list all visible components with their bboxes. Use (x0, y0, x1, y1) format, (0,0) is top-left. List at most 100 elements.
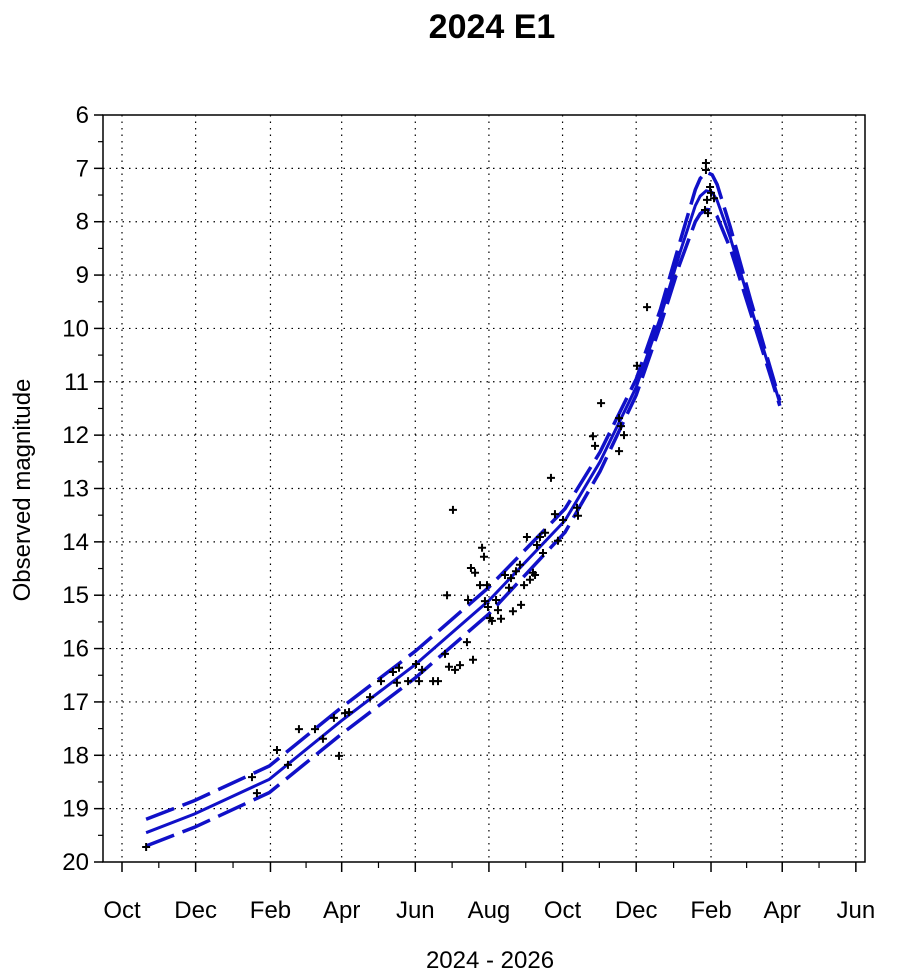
observation-point (142, 843, 151, 852)
fit-upper-bound (145, 169, 782, 821)
observation-point (507, 574, 516, 583)
x-tick-label: Dec (615, 897, 658, 924)
observation-point (496, 614, 505, 623)
y-tick-label: 14 (62, 529, 89, 556)
observation-point (616, 422, 625, 431)
x-tick-label: Apr (764, 897, 801, 924)
observation-point (619, 431, 628, 440)
y-tick-label: 10 (62, 315, 89, 342)
fit-center-line (145, 189, 782, 835)
observation-point (310, 725, 319, 734)
x-tick-label: Jun (396, 897, 435, 924)
observation-point (448, 505, 457, 514)
observation-point (272, 745, 281, 754)
observation-point (471, 568, 480, 577)
observation-point (294, 725, 303, 734)
y-tick-label: 19 (62, 796, 89, 823)
observation-point (487, 616, 496, 625)
observation-point (443, 591, 452, 600)
observation-point (615, 414, 624, 423)
observation-point (532, 541, 541, 550)
observation-point (591, 441, 600, 450)
observation-point (475, 581, 484, 590)
observations (142, 159, 719, 852)
observation-point (492, 596, 501, 605)
observation-point (643, 303, 652, 312)
x-tick-label: Jun (837, 897, 876, 924)
y-tick-label: 13 (62, 476, 89, 503)
observation-point (573, 503, 582, 512)
observation-point (710, 194, 719, 203)
observation-point (468, 655, 477, 664)
observation-point (535, 533, 544, 542)
observation-point (479, 552, 488, 561)
observation-point (520, 581, 529, 590)
observation-point (335, 751, 344, 760)
observation-point (395, 663, 404, 672)
observation-point (550, 510, 559, 519)
y-tick-label: 9 (76, 262, 89, 289)
y-axis-label: Observed magnitude (9, 379, 36, 602)
observation-point (588, 432, 597, 441)
observation-point (553, 536, 562, 545)
observation-point (329, 713, 338, 722)
x-tick-label: Aug (468, 897, 511, 924)
observation-point (377, 677, 386, 686)
observation-point (418, 665, 427, 674)
observation-point (433, 677, 442, 686)
observation-point (701, 165, 710, 174)
observation-point (283, 760, 292, 769)
observation-point (511, 567, 520, 576)
observation-point (707, 188, 716, 197)
observation-point (345, 708, 354, 717)
observation-point (440, 649, 449, 658)
x-axis-label: 2024 - 2026 (426, 947, 554, 974)
observation-point (504, 583, 513, 592)
observation-point (574, 511, 583, 520)
observation-point (539, 549, 548, 558)
observation-point (462, 638, 471, 647)
fit-curves (145, 169, 782, 848)
observation-point (464, 596, 473, 605)
observation-point (451, 665, 460, 674)
observation-point (483, 602, 492, 611)
x-tick-label: Feb (690, 897, 731, 924)
x-tick-label: Apr (323, 897, 360, 924)
observation-point (493, 606, 502, 615)
observation-point (559, 515, 568, 524)
observation-point (444, 662, 453, 671)
observation-point (388, 668, 397, 677)
observation-point (615, 447, 624, 456)
observation-point (415, 677, 424, 686)
y-tick-label: 20 (62, 849, 89, 876)
observation-point (522, 533, 531, 542)
observation-point (392, 678, 401, 687)
observation-point (247, 773, 256, 782)
y-axis: 6 7 8 9 10 11 12 13 14 15 16 17 18 19 20 (62, 102, 103, 876)
y-tick-label: 15 (62, 582, 89, 609)
x-tick-label: Dec (174, 897, 217, 924)
chart-title: 2024 E1 (429, 8, 556, 46)
x-tick-label: Feb (250, 897, 291, 924)
observation-point (515, 560, 524, 569)
observation-point (480, 597, 489, 606)
observation-point (482, 581, 491, 590)
observation-point (541, 528, 550, 537)
observation-point (703, 209, 712, 218)
observation-point (478, 543, 487, 552)
observation-point (546, 473, 555, 482)
y-tick-label: 11 (64, 369, 89, 396)
observation-point (412, 660, 421, 669)
observation-point (366, 693, 375, 702)
x-axis: Oct Dec Feb Apr Jun Aug Oct Dec Feb Apr Jun (103, 862, 875, 924)
observation-point (701, 159, 710, 168)
y-tick-label: 6 (76, 102, 89, 129)
y-tick-label: 17 (62, 689, 89, 716)
observation-point (597, 399, 606, 408)
observation-point (531, 570, 540, 579)
y-tick-label: 7 (76, 155, 89, 182)
observation-point (466, 564, 475, 573)
fit-lower-bound (145, 207, 782, 848)
plot-frame (102, 114, 866, 863)
